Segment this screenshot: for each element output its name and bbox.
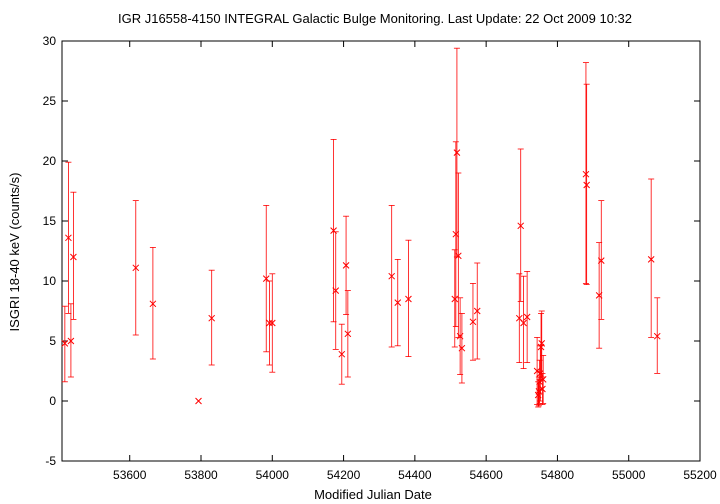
x-marker (473, 307, 481, 315)
chart-title: IGR J16558-4150 INTEGRAL Galactic Bulge … (118, 11, 632, 26)
plot-frame (61, 40, 701, 462)
x-tick-label: 54800 (541, 468, 575, 482)
x-marker (582, 170, 590, 178)
x-marker (344, 330, 352, 338)
data-point (208, 269, 216, 366)
data-point (338, 323, 346, 385)
x-marker (268, 319, 276, 327)
data-point (520, 275, 527, 370)
x-marker (65, 234, 72, 242)
data-point (67, 303, 75, 378)
data-point (149, 246, 157, 360)
data-point (523, 270, 531, 364)
x-marker (517, 222, 525, 230)
data-point (458, 312, 466, 384)
x-marker (469, 318, 477, 326)
y-tick-label: 30 (43, 34, 57, 48)
data-point (451, 249, 459, 348)
x-tick-label: 55200 (683, 468, 717, 482)
y-tick-label: 25 (43, 94, 57, 108)
x-tick-label: 55000 (612, 468, 646, 482)
data-point (538, 310, 546, 378)
data-point (262, 204, 270, 353)
data-point (195, 397, 202, 405)
x-marker (454, 252, 462, 260)
data-point (132, 200, 140, 336)
x-marker (70, 253, 77, 261)
data-point (534, 381, 542, 408)
y-tick-label: 10 (43, 274, 57, 288)
x-tick-label: 54400 (398, 468, 432, 482)
data-point (61, 305, 69, 383)
data-point (342, 215, 350, 316)
x-marker (597, 257, 605, 264)
x-marker (132, 264, 140, 272)
y-tick-label: 0 (49, 394, 56, 408)
data-point (515, 273, 523, 364)
data-point (266, 280, 273, 366)
data-point (65, 161, 72, 314)
x-marker (452, 230, 460, 238)
data-point (405, 239, 412, 358)
y-tick-label: 20 (43, 154, 57, 168)
x-marker (535, 388, 543, 395)
y-tick-label: 5 (49, 334, 56, 348)
y-axis-label: ISGRI 18-40 keV (counts/s) (7, 173, 22, 332)
x-marker (533, 367, 541, 375)
data-point (647, 178, 655, 338)
data-point (517, 148, 525, 302)
x-marker (538, 340, 546, 347)
x-tick-label: 53800 (184, 468, 218, 482)
data-point (394, 258, 402, 347)
data-point (653, 297, 661, 374)
x-tick-label: 53600 (113, 468, 147, 482)
x-marker (338, 350, 346, 358)
x-marker (394, 299, 402, 306)
x-axis-label: Modified Julian Date (314, 487, 432, 502)
y-tick-label: -5 (45, 454, 56, 468)
x-marker (539, 376, 547, 383)
x-marker (332, 287, 340, 294)
tick-labels: 53600 53800 54000 54200 54400 54600 54800 55000… (43, 34, 717, 482)
x-marker (523, 313, 531, 321)
x-marker (388, 272, 396, 280)
x-tick-label: 54200 (327, 468, 361, 482)
data-point (473, 262, 481, 360)
data-point (388, 204, 396, 348)
data-point (268, 273, 276, 373)
data-point (539, 354, 547, 404)
x-marker (539, 385, 546, 393)
plot-area-border (61, 40, 701, 462)
x-tick-label: 54000 (256, 468, 290, 482)
x-marker (195, 397, 202, 405)
x-marker (342, 262, 350, 269)
x-marker (647, 256, 655, 263)
x-tick-label: 54600 (469, 468, 503, 482)
data-point (583, 83, 591, 286)
data-points (61, 47, 661, 408)
data-point (469, 282, 477, 361)
x-marker (208, 314, 216, 322)
axis-ticks (62, 40, 701, 462)
x-marker (67, 337, 75, 345)
data-point (70, 191, 77, 320)
x-marker (405, 295, 412, 303)
x-marker (520, 319, 527, 327)
x-marker (583, 181, 591, 189)
y-tick-label: 15 (43, 214, 57, 228)
x-marker (149, 300, 157, 308)
x-marker (653, 332, 661, 340)
data-point (453, 47, 461, 258)
x-marker (266, 319, 273, 327)
data-point (344, 290, 352, 378)
data-point (597, 200, 605, 320)
x-marker (61, 340, 69, 347)
data-point (332, 231, 340, 350)
x-marker (451, 295, 459, 303)
x-marker (453, 149, 461, 156)
data-point (582, 62, 590, 284)
x-marker (458, 344, 466, 352)
